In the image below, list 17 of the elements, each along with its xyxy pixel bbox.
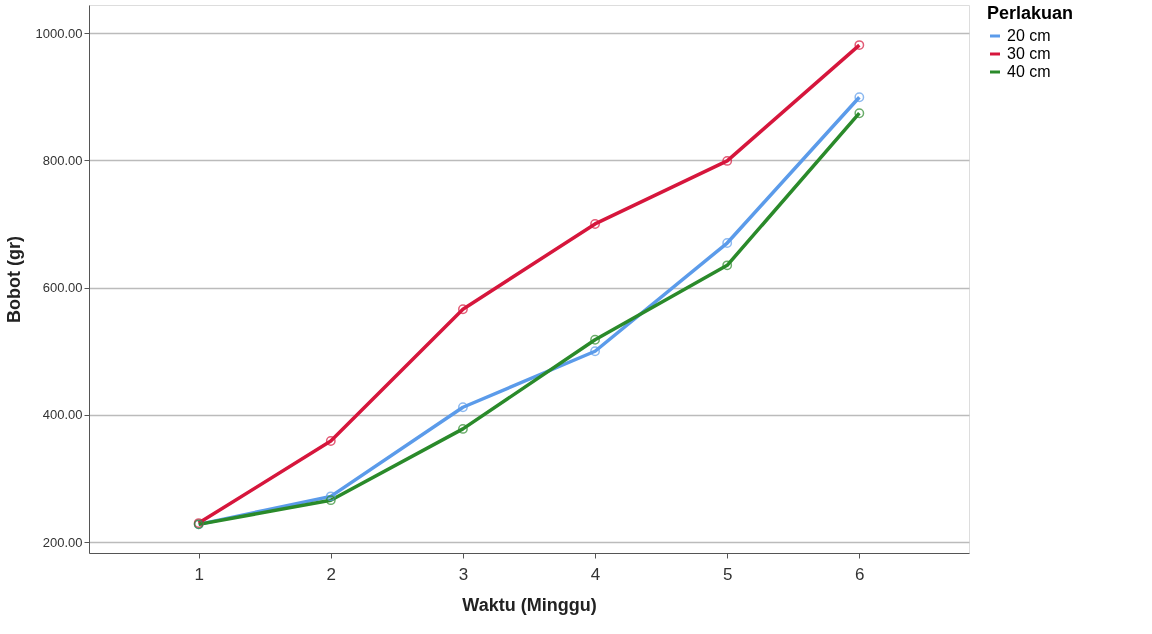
legend-label: 40 cm [1007, 63, 1051, 80]
x-tick-label: 3 [458, 564, 469, 584]
legend-label: 30 cm [1007, 45, 1051, 62]
y-tick-label: 1000.00 [35, 25, 83, 41]
y-tick-label: 400.00 [42, 407, 83, 423]
y-axis-title: Bobot (gr) [3, 236, 24, 323]
x-tick-label: 2 [326, 564, 337, 584]
x-tick-label: 6 [855, 564, 865, 584]
legend-title: Perlakuan [987, 3, 1074, 23]
legend-label: 20 cm [1007, 27, 1051, 44]
x-tick-label: 1 [194, 564, 204, 584]
y-tick-label: 200.00 [42, 534, 83, 550]
y-tick-label: 600.00 [42, 280, 83, 296]
x-axis-title: Waktu (Minggu) [462, 594, 597, 615]
x-tick-label: 5 [722, 564, 733, 584]
x-tick-label: 4 [590, 564, 601, 584]
y-tick-label: 800.00 [42, 152, 83, 168]
